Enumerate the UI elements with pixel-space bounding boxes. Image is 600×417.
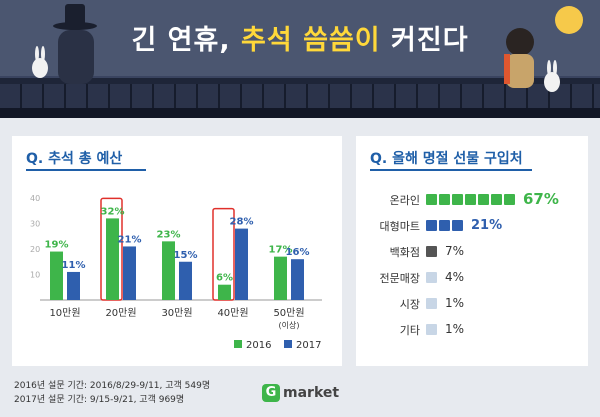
person-figure-right-icon: [504, 28, 560, 92]
x-category-label: 20만원: [105, 307, 136, 319]
gift-box-icon: [426, 298, 437, 309]
legend-label: 2017: [296, 340, 321, 351]
gift-box-icon: [504, 194, 515, 205]
title-text-1: 긴 연휴,: [131, 25, 242, 56]
bar-value-label: 17%: [269, 245, 293, 256]
budget-chart-panel: Q. 추석 총 예산 10 20 30 40 19% 11% 10만원 32% 21% 20만원 2…: [12, 136, 342, 366]
bar-value-label: 21%: [118, 234, 142, 245]
legend-label: 2016: [246, 340, 271, 351]
gift-box-icon: [478, 194, 489, 205]
bar-2016: [50, 251, 63, 300]
page-title: 긴 연휴, 추석 씀씀이 커진다: [0, 18, 600, 57]
gift-source-label: 대형마트: [379, 220, 420, 233]
bar-value-label: 16%: [286, 247, 310, 258]
bar-2017: [67, 271, 80, 300]
x-category-label: 30만원: [161, 307, 192, 319]
gift-source-label: 시장: [399, 298, 420, 311]
budget-chart-title: Q. 추석 총 예산: [26, 151, 123, 167]
title-highlight: 추석 씀씀이: [241, 25, 381, 56]
survey-period-2016: 2016년 설문 기간: 2016/8/29-9/11, 고객 549명: [14, 381, 211, 391]
roof-tiles: [0, 84, 600, 108]
header-banner: 긴 연휴, 추석 씀씀이 커진다: [0, 0, 600, 118]
gift-source-panel: Q. 올해 명절 선물 구입처 온라인 67% 대형마트 21% 백화점 7% 전문매장 4%…: [356, 136, 588, 366]
bar-value-label: 15%: [174, 250, 198, 261]
roof-shadow: [0, 108, 600, 118]
gift-source-percent: 1%: [445, 296, 465, 310]
gift-box-icon: [426, 324, 437, 335]
gift-box-icon: [426, 194, 437, 205]
y-tick-label: 20: [30, 245, 40, 254]
gift-source-percent: 67%: [523, 190, 559, 208]
x-category-label: 10만원: [49, 307, 80, 319]
x-category-note: (이상): [279, 320, 300, 330]
bar-2016: [274, 256, 287, 300]
gift-box-icon: [465, 194, 476, 205]
bar-value-label: 28%: [230, 217, 254, 228]
moon-icon: [555, 6, 583, 34]
logo-text: market: [283, 385, 340, 401]
title-underline: [370, 169, 532, 171]
gift-box-icon: [491, 194, 502, 205]
gift-source-label: 기타: [399, 324, 420, 337]
title-underline: [26, 169, 146, 171]
gift-source-label: 백화점: [389, 246, 420, 259]
gift-source-percent: 21%: [471, 218, 503, 233]
logo-g: G: [262, 384, 280, 402]
bar-2016: [218, 284, 231, 300]
budget-bar-chart: 10 20 30 40 19% 11% 10만원 32% 21% 20만원 23% 15% 30만원 6%…: [30, 194, 322, 351]
gmarket-logo: G market: [262, 384, 339, 402]
gift-box-icon: [439, 220, 450, 231]
bar-value-label: 19%: [45, 240, 69, 251]
gift-box-icon: [439, 194, 450, 205]
bar-2017: [291, 259, 304, 300]
gift-box-icon: [426, 220, 437, 231]
gift-box-icon: [452, 194, 463, 205]
y-tick-label: 40: [30, 194, 40, 203]
bar-2016: [106, 218, 119, 300]
y-tick-label: 30: [30, 220, 40, 229]
gift-source-label: 전문매장: [379, 272, 420, 285]
survey-period-2017: 2017년 설문 기간: 9/15-9/21, 고객 969명: [14, 395, 185, 405]
bar-2017: [123, 246, 136, 300]
bar-value-label: 6%: [216, 273, 233, 284]
gift-source-percent: 4%: [445, 270, 465, 284]
legend-swatch: [284, 340, 292, 348]
bar-2017: [179, 261, 192, 300]
x-category-label: 50만원: [273, 307, 304, 319]
x-category-label: 40만원: [217, 307, 248, 319]
bar-value-label: 23%: [157, 229, 181, 240]
gift-source-title: Q. 올해 명절 선물 구입처: [370, 151, 523, 167]
legend-swatch: [234, 340, 242, 348]
gift-box-icon: [426, 246, 437, 257]
gift-box-icon: [452, 220, 463, 231]
bar-2017: [235, 228, 248, 300]
gift-source-percent: 7%: [445, 244, 465, 258]
bar-value-label: 32%: [101, 206, 125, 217]
gift-box-icon: [426, 272, 437, 283]
bar-2016: [162, 241, 175, 300]
bar-value-label: 11%: [62, 260, 86, 271]
gift-source-percent: 1%: [445, 322, 465, 336]
title-text-2: 커진다: [380, 25, 469, 56]
y-tick-label: 10: [30, 271, 40, 280]
gift-source-label: 온라인: [389, 194, 420, 207]
person-figure-left-icon: [32, 4, 97, 84]
